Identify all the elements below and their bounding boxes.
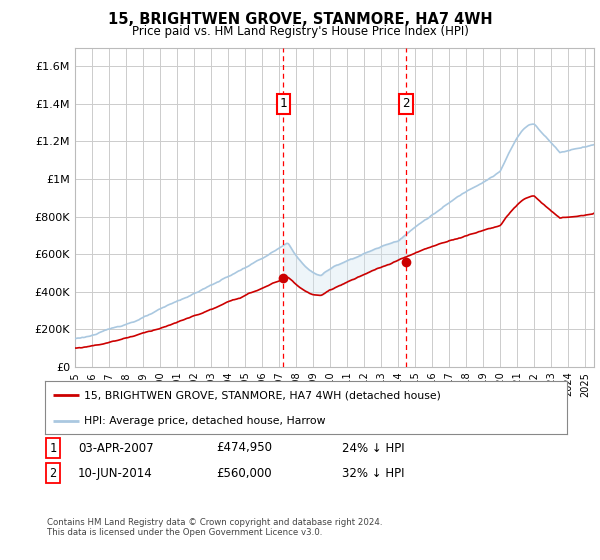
- Text: HPI: Average price, detached house, Harrow: HPI: Average price, detached house, Harr…: [84, 416, 326, 426]
- Text: 15, BRIGHTWEN GROVE, STANMORE, HA7 4WH: 15, BRIGHTWEN GROVE, STANMORE, HA7 4WH: [107, 12, 493, 27]
- Text: 15, BRIGHTWEN GROVE, STANMORE, HA7 4WH (detached house): 15, BRIGHTWEN GROVE, STANMORE, HA7 4WH (…: [84, 390, 441, 400]
- Text: 03-APR-2007: 03-APR-2007: [78, 441, 154, 455]
- Text: 2: 2: [49, 466, 56, 480]
- Text: £560,000: £560,000: [216, 466, 272, 480]
- Text: 1: 1: [280, 97, 287, 110]
- Text: 32% ↓ HPI: 32% ↓ HPI: [342, 466, 404, 480]
- Text: Price paid vs. HM Land Registry's House Price Index (HPI): Price paid vs. HM Land Registry's House …: [131, 25, 469, 38]
- Text: 24% ↓ HPI: 24% ↓ HPI: [342, 441, 404, 455]
- Text: 10-JUN-2014: 10-JUN-2014: [78, 466, 153, 480]
- Text: 2: 2: [402, 97, 410, 110]
- Text: £474,950: £474,950: [216, 441, 272, 455]
- Text: Contains HM Land Registry data © Crown copyright and database right 2024.
This d: Contains HM Land Registry data © Crown c…: [47, 518, 382, 538]
- Text: 1: 1: [49, 441, 56, 455]
